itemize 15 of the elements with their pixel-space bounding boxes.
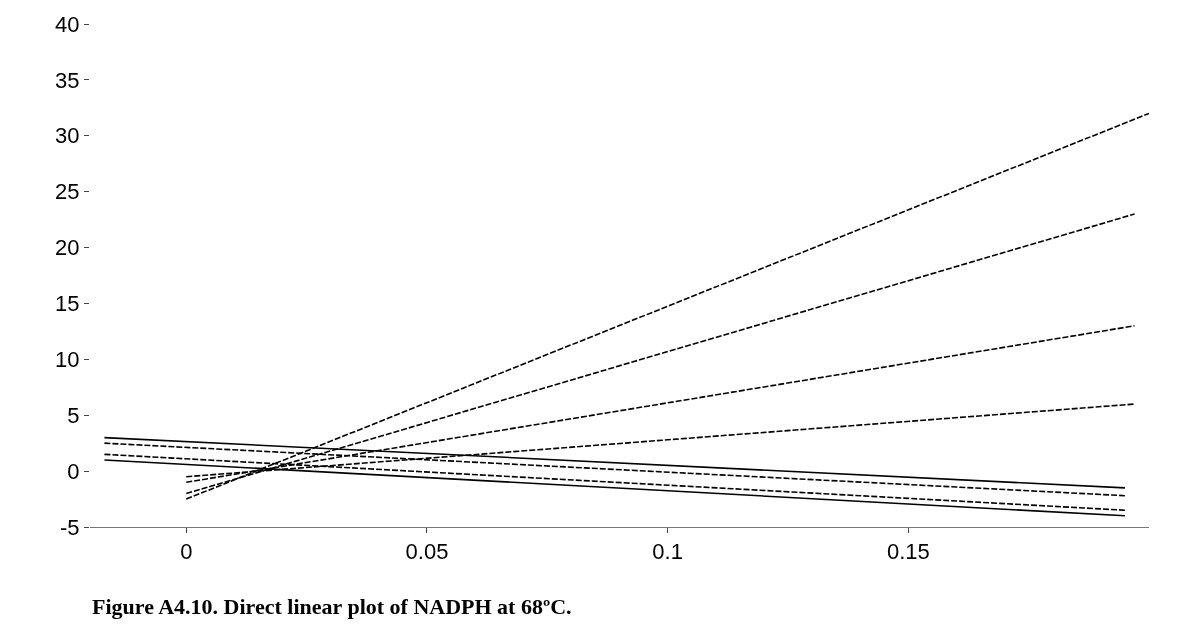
y-tick-label: 25 <box>55 179 80 205</box>
caption: Figure A4.10. Direct linear plot of NADPH at 68ºC. <box>92 594 572 619</box>
y-tick-label: 10 <box>55 347 80 373</box>
x-tick-label: 0.05 <box>405 539 449 565</box>
y-tick-label: 20 <box>55 235 80 261</box>
y-tick-label: 5 <box>67 402 80 428</box>
y-tick-label: 0 <box>67 458 80 484</box>
y-tick-label: -5 <box>60 514 80 540</box>
x-tick-label: 0 <box>180 539 193 565</box>
x-tick-label: 0.15 <box>886 539 930 565</box>
y-tick-label: 30 <box>55 123 80 149</box>
y-tick-label: 35 <box>55 67 80 93</box>
y-tick-label: 40 <box>55 11 80 37</box>
y-tick-label: 15 <box>55 291 80 317</box>
x-tick-label: 0.1 <box>652 539 683 565</box>
